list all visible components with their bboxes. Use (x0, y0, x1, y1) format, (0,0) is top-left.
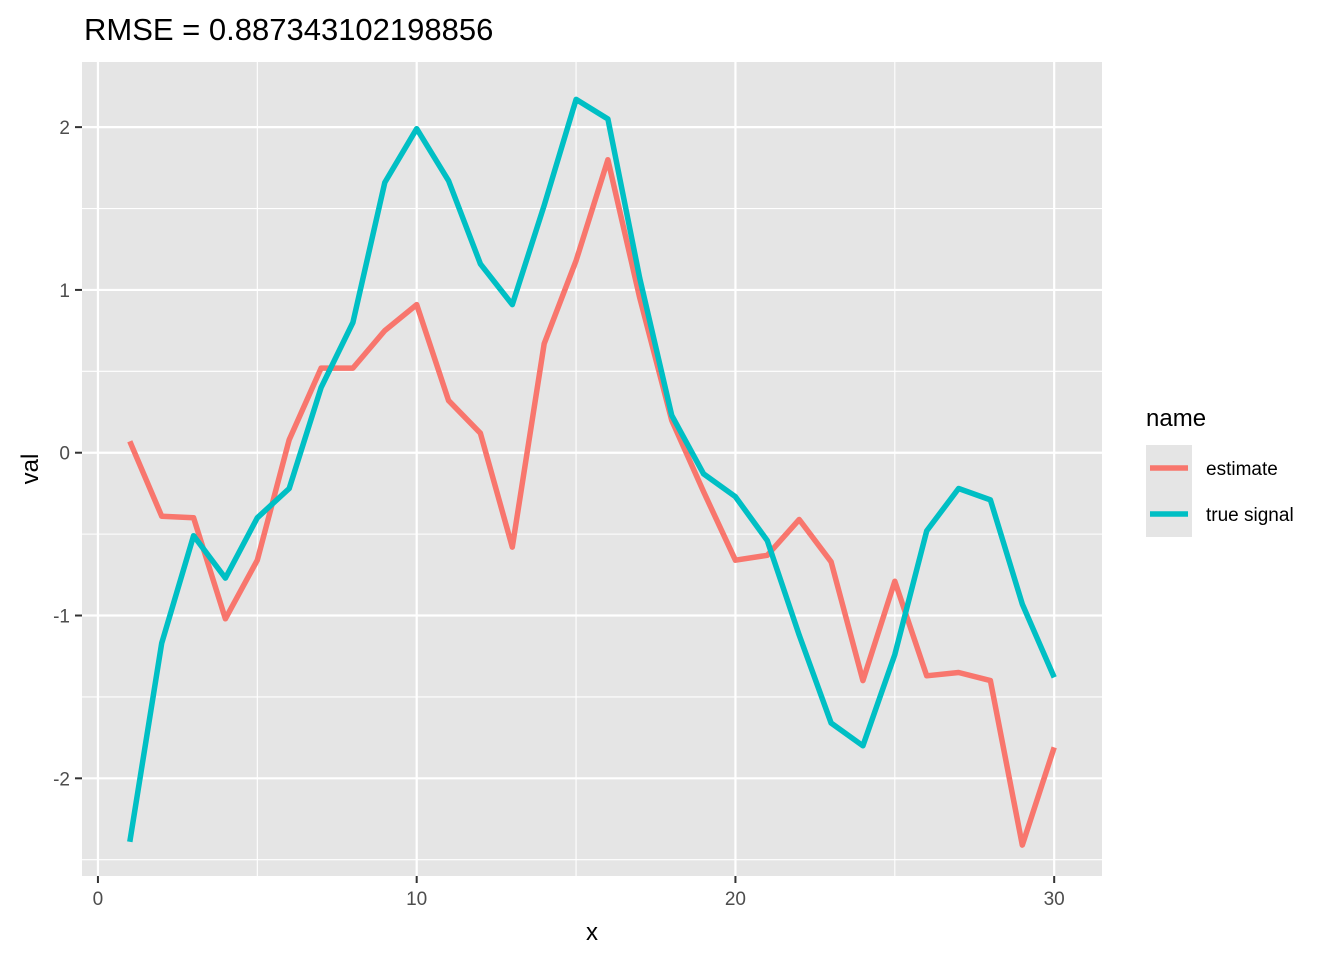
y-tick-label: 1 (59, 281, 70, 302)
series-lines (127, 96, 1057, 848)
x-axis-label: x (586, 919, 598, 946)
x-axis: 0 10 20 30 (93, 876, 1065, 910)
plot-panel (82, 62, 1102, 876)
x-tick-label: 10 (406, 889, 427, 910)
y-axis: -2 -1 0 1 2 (53, 118, 82, 790)
legend-label-estimate: estimate (1206, 459, 1278, 480)
y-tick-label: 2 (59, 118, 70, 139)
series-line-true-signal (127, 96, 1057, 843)
y-tick-label: -2 (53, 769, 70, 790)
y-axis-label: val (17, 454, 44, 485)
x-tick-label: 0 (93, 889, 104, 910)
x-tick-label: 20 (725, 889, 746, 910)
chart-title: RMSE = 0.887343102198856 (84, 12, 493, 47)
series-line-estimate (127, 156, 1057, 848)
legend-items: estimate true signal (1146, 445, 1294, 537)
legend-title: name (1146, 405, 1206, 432)
legend: name estimate true signal (1146, 405, 1294, 537)
x-tick-label: 30 (1044, 889, 1065, 910)
legend-label-true-signal: true signal (1206, 505, 1294, 526)
major-gridlines (82, 62, 1102, 876)
y-tick-label: -1 (53, 607, 70, 628)
y-tick-label: 0 (59, 444, 70, 465)
